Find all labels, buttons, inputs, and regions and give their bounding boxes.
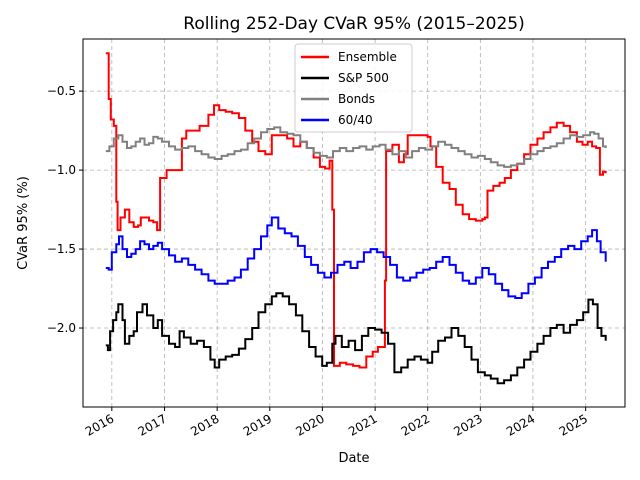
chart-title: Rolling 252-Day CVaR 95% (2015–2025) [183, 14, 524, 34]
y-tick-label: −1.0 [47, 163, 76, 177]
grid [83, 39, 625, 407]
y-tick-label: −2.0 [47, 321, 76, 335]
legend-label: Bonds [338, 92, 375, 106]
x-axis-title: Date [338, 451, 369, 466]
series-layer [105, 52, 607, 385]
legend-label: Ensemble [338, 50, 397, 64]
legend-label: S&P 500 [338, 71, 389, 85]
series-line-2 [105, 126, 607, 168]
legend-label: 60/40 [338, 113, 373, 127]
legend-box [294, 43, 413, 133]
y-axis: −2.0 −1.5 −1.0 −0.5 [47, 84, 83, 335]
y-tick-label: −0.5 [47, 84, 76, 98]
series-line-0 [105, 52, 607, 369]
y-tick-label: −1.5 [47, 242, 76, 256]
y-axis-title: CVaR 95% (%) [16, 176, 31, 270]
plot-frame [82, 38, 626, 408]
series-line-3 [105, 216, 607, 299]
series-line-1 [105, 292, 607, 385]
legend: Ensemble S&P 500 Bonds 60/40 [294, 43, 413, 133]
